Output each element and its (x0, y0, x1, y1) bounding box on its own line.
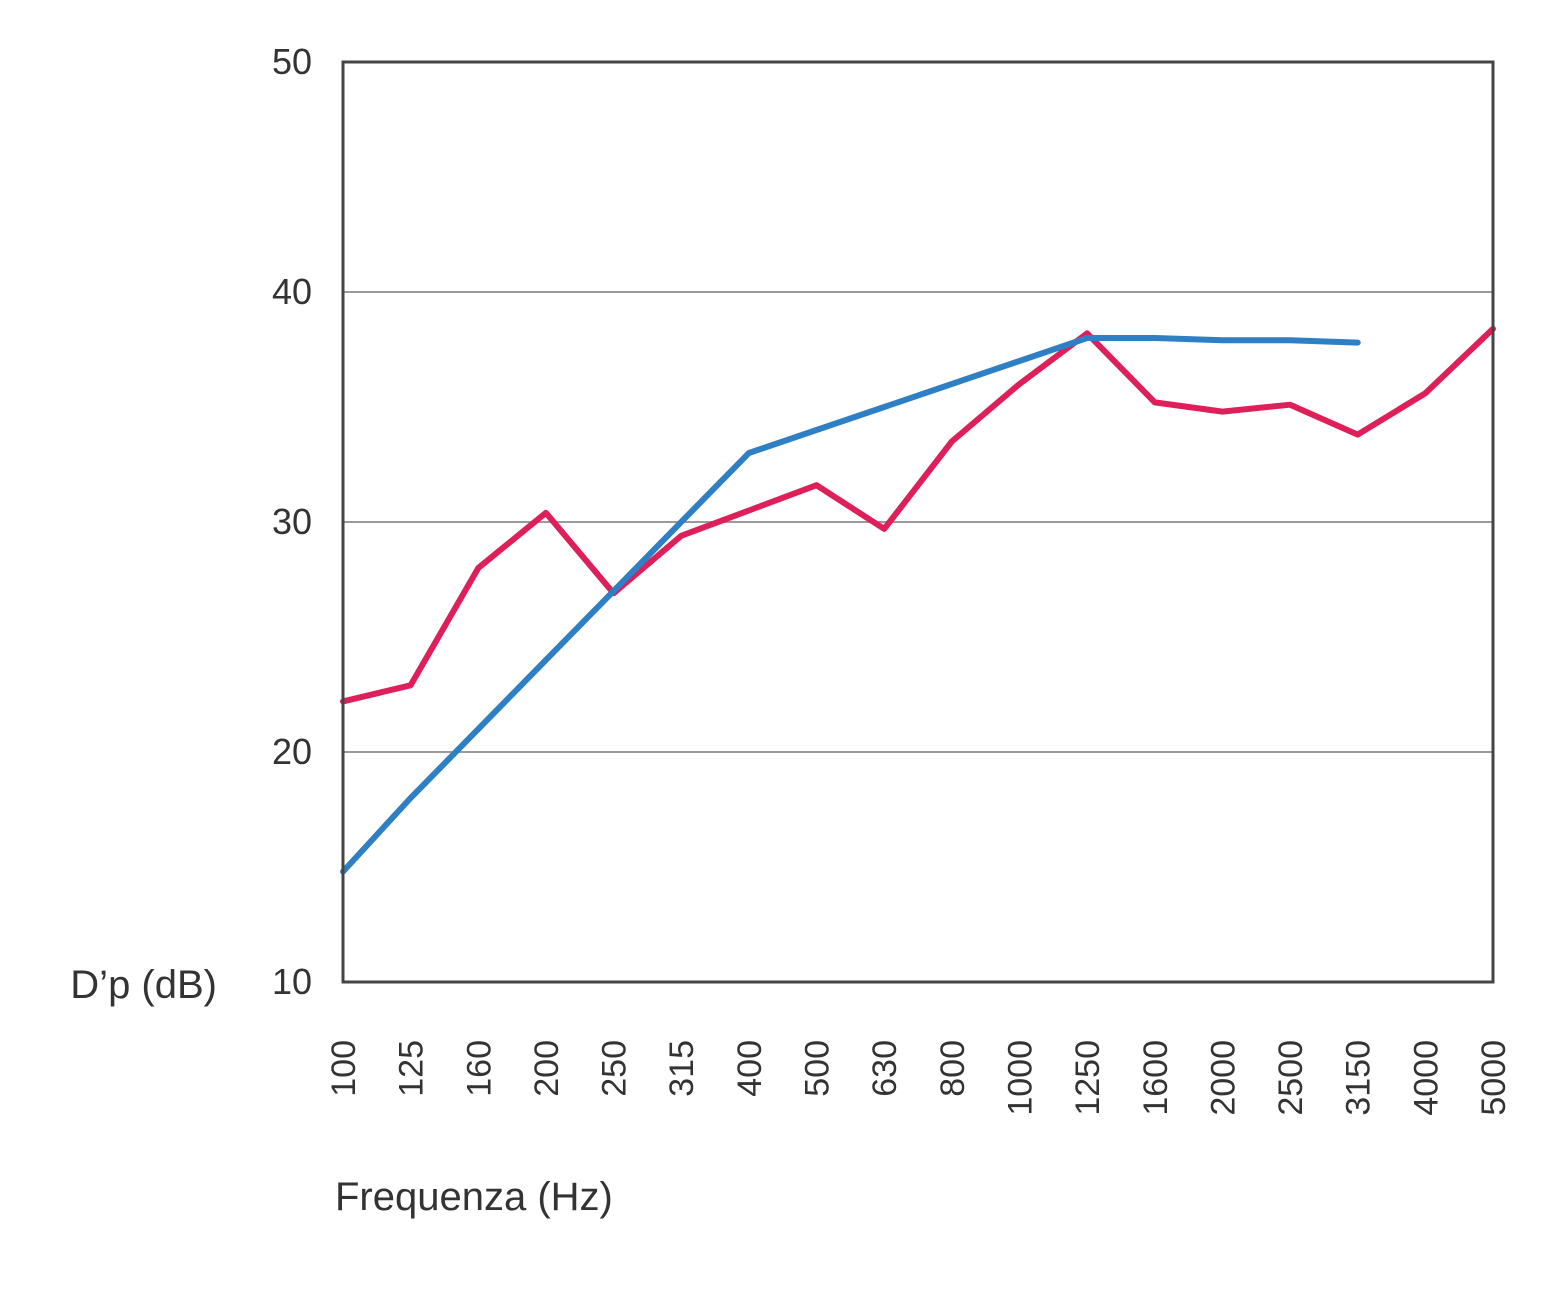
x-tick-label: 4000 (1407, 1040, 1445, 1116)
x-tick-label: 500 (799, 1040, 837, 1097)
x-tick-label: 3150 (1340, 1040, 1378, 1116)
series-line-2 (340, 335, 1361, 875)
y-tick-label: 30 (272, 501, 312, 542)
x-tick-labels: 100 125 160 200 250 315 400 500 630 800 1000 1250 16… (325, 1040, 1513, 1116)
x-tick-label: 400 (731, 1040, 769, 1097)
y-tick-labels: 10 20 30 40 50 (272, 41, 312, 1002)
x-tick-label: 125 (393, 1040, 431, 1097)
x-tick-label: 315 (663, 1040, 701, 1097)
plot-frame (341, 60, 1495, 984)
x-tick-label: 250 (596, 1040, 634, 1097)
x-tick-label: 160 (460, 1040, 498, 1097)
x-tick-label: 1000 (1001, 1040, 1039, 1116)
x-tick-label: 630 (866, 1040, 904, 1097)
y-tick-label: 40 (272, 271, 312, 312)
series-lines (340, 325, 1496, 875)
x-tick-label: 1600 (1137, 1040, 1175, 1116)
gridlines (343, 291, 1493, 753)
x-tick-label: 2000 (1204, 1040, 1242, 1116)
y-tick-label: 10 (272, 961, 312, 1002)
y-tick-label: 50 (272, 41, 312, 82)
x-tick-label: 2500 (1272, 1040, 1310, 1116)
x-tick-label: 1250 (1069, 1040, 1107, 1116)
x-tick-label: 200 (528, 1040, 566, 1097)
y-tick-label: 20 (272, 731, 312, 772)
x-tick-label: 5000 (1475, 1040, 1513, 1116)
x-tick-label: 100 (325, 1040, 363, 1097)
series-line-1 (340, 325, 1496, 705)
x-tick-label: 800 (934, 1040, 972, 1097)
x-axis-title: Frequenza (Hz) (335, 1175, 613, 1219)
y-axis-title: D’p (dB) (70, 963, 217, 1007)
